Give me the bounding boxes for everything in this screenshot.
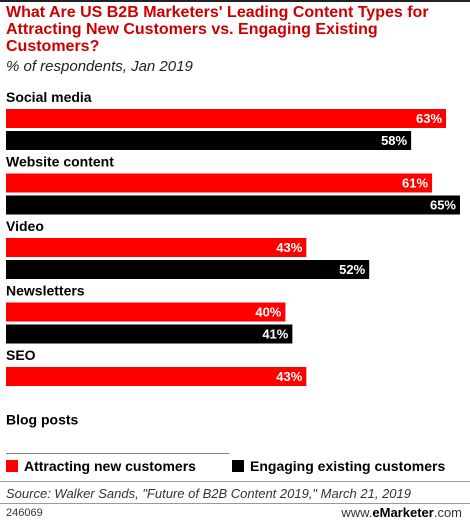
bar <box>6 260 370 279</box>
value-label: 65% <box>430 198 456 213</box>
value-label: 63% <box>416 111 442 126</box>
divider <box>0 481 470 482</box>
legend-item-engaging: Engaging existing customers <box>232 458 445 474</box>
legend-item-attracting: Attracting new customers <box>6 458 196 474</box>
bar <box>6 324 293 344</box>
category-label: Video <box>6 218 44 234</box>
category-label: SEO <box>6 347 36 363</box>
divider <box>0 503 470 504</box>
bar <box>6 131 412 150</box>
bar <box>6 453 230 454</box>
legend-label: Attracting new customers <box>24 458 196 474</box>
value-label: 61% <box>402 176 428 191</box>
bar <box>6 367 307 386</box>
legend-label: Engaging existing customers <box>250 458 446 474</box>
bar-chart: Social media 63% 58% Website content 61%65% V… <box>6 89 460 454</box>
category-label: Newsletters <box>6 283 85 299</box>
source-note: Source: Walker Sands, "Future of B2B Con… <box>6 486 411 501</box>
bar <box>6 302 286 322</box>
value-label: 52% <box>339 262 365 277</box>
bar <box>6 109 447 128</box>
category-label: Blog posts <box>6 412 79 428</box>
legend-swatch-red <box>6 460 18 472</box>
value-label: 41% <box>262 327 288 342</box>
value-label: 58% <box>381 133 407 148</box>
category-label: Social media <box>6 89 92 105</box>
legend: Attracting new customers Engaging existi… <box>6 458 466 476</box>
value-label: 40% <box>255 305 281 320</box>
chart-title: What Are US B2B Marketers' Leading Conte… <box>6 4 429 55</box>
value-label: 43% <box>276 240 302 255</box>
category-label: Website content <box>6 154 114 170</box>
chart-subtitle: % of respondents, Jan 2019 <box>6 58 193 75</box>
brand-logo: www.eMarketer.com <box>341 505 462 520</box>
top-rule <box>0 0 470 2</box>
value-label: 43% <box>276 369 302 384</box>
legend-swatch-black <box>232 460 244 472</box>
bar <box>6 195 460 215</box>
bar <box>6 238 307 257</box>
bar <box>6 173 433 193</box>
chart-id: 246069 <box>6 507 43 519</box>
